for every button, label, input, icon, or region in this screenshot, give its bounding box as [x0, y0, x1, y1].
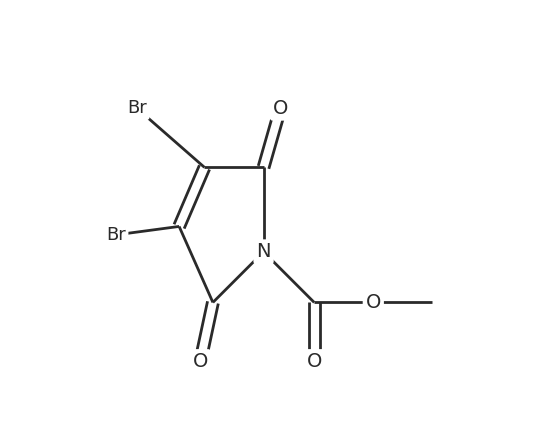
- Text: Br: Br: [106, 226, 126, 244]
- Text: O: O: [366, 293, 381, 312]
- Text: Br: Br: [127, 99, 147, 117]
- Text: O: O: [193, 352, 208, 371]
- Text: O: O: [273, 99, 288, 118]
- Text: N: N: [256, 242, 271, 261]
- Text: O: O: [306, 352, 322, 371]
